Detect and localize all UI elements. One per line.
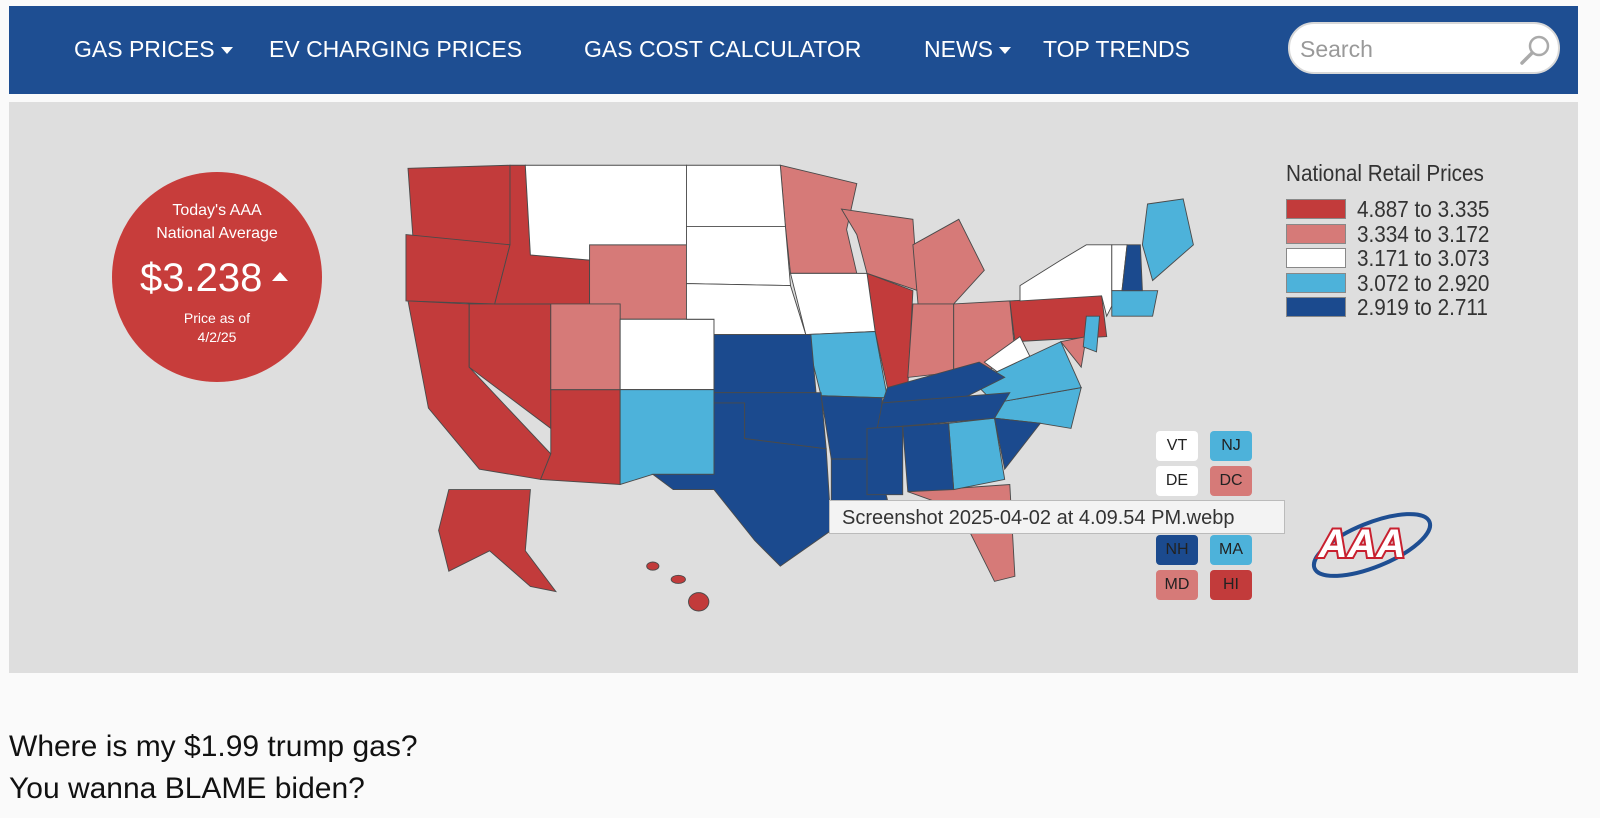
caption-line: You wanna BLAME biden? [9,772,365,805]
legend-swatch [1286,272,1346,293]
badge-date: Price as of [183,310,251,326]
up-arrow [272,272,288,281]
legend-label: 2.919 to 2.711 [1357,294,1488,320]
state-box[interactable]: MD [1156,570,1198,600]
legend-label: 3.334 to 3.172 [1357,220,1490,247]
badge-line: National Average [156,225,278,242]
legend-swatch [1286,199,1346,219]
state-box[interactable]: NH [1156,535,1198,565]
state-box[interactable]: HI [1210,570,1252,600]
state-box[interactable]: MA [1210,535,1252,565]
legend-label: 3.072 to 2.920 [1357,269,1490,296]
nav-label: NEWS [924,36,993,62]
search-box[interactable]: Search [1288,22,1560,74]
caption-line: Where is my $1.99 trump gas? [9,730,418,763]
nav-link[interactable]: GAS PRICES [74,36,233,63]
search-placeholder: Search [1300,36,1373,62]
search-icon[interactable] [1518,33,1552,67]
nav-link[interactable]: EV CHARGING PRICES [269,36,523,62]
nav-link[interactable]: NEWS [924,36,1011,63]
state-box[interactable]: VT [1156,431,1198,461]
legend-label: 3.171 to 3.073 [1357,245,1490,271]
legend-swatch [1286,248,1346,268]
state-box[interactable]: NJ [1210,431,1252,461]
nav-link[interactable]: TOP TRENDS [1043,36,1190,62]
aaa-logo: AAA [1311,512,1433,578]
national-average-badge: Today's AAA National Average $3.238 Pric… [112,172,322,382]
nav-label: GAS PRICES [74,36,215,62]
caret [220,47,233,55]
nav-link[interactable]: GAS COST CALCULATOR [584,36,862,62]
state-box[interactable]: DC [1210,466,1252,496]
state-box[interactable]: DE [1156,466,1198,496]
legend-swatch [1286,297,1346,317]
legend-swatch [1286,223,1346,244]
badge-line: Today's AAA [172,202,262,219]
logo-text: AAA [1318,522,1406,566]
legend-title: National Retail Prices [1286,160,1484,186]
badge-date: 4/2/25 [197,329,237,345]
caret [999,47,1011,55]
badge-price: $3.238 [140,256,263,300]
legend-label: 4.887 to 3.335 [1357,196,1490,222]
tooltip: Screenshot 2025-04-02 at 4.09.54 PM.webp [829,500,1285,534]
